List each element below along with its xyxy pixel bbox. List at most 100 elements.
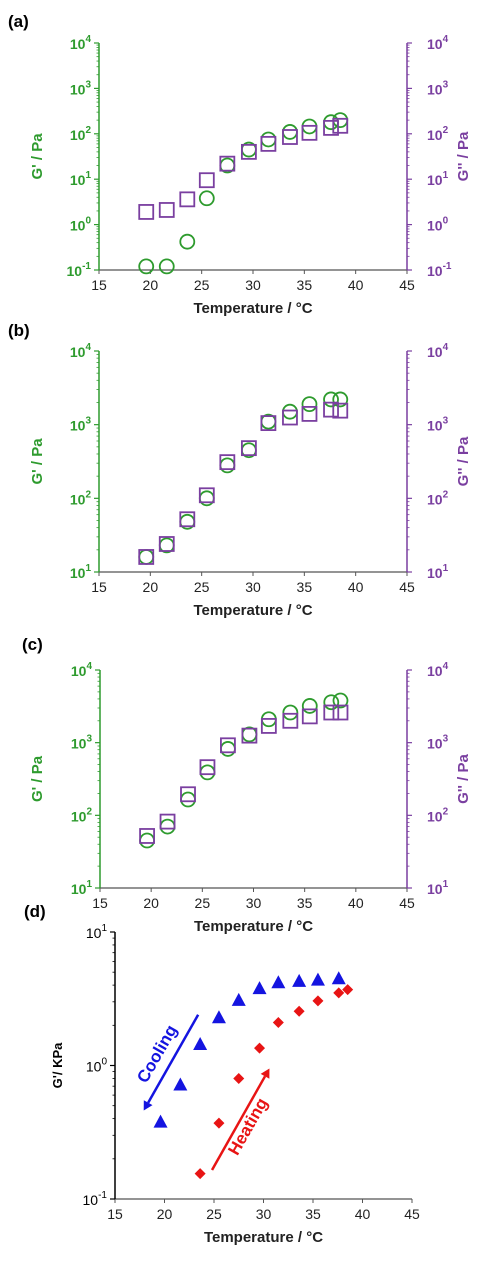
data-point-circle xyxy=(158,258,175,275)
data-point-square xyxy=(159,813,176,830)
left-y-tick-label: 100 xyxy=(70,216,92,234)
chart-panel-2: (b) 15 20 25 30 35 40 45 Temperature / °C 101 101 1… xyxy=(8,321,472,619)
data-point-square xyxy=(260,415,277,432)
data-point-diamond xyxy=(312,995,324,1007)
x-axis-title: Temperature / °C xyxy=(194,918,313,935)
data-point-diamond xyxy=(342,984,354,996)
x-tick-label: 25 xyxy=(206,1206,222,1222)
left-y-tick-label: 103 xyxy=(71,734,93,752)
x-tick-label: 25 xyxy=(195,895,211,911)
data-point-triangle xyxy=(173,1077,188,1091)
x-axis-title: Temperature / °C xyxy=(193,300,312,317)
panel-label: (b) xyxy=(8,321,30,340)
data-point-circle xyxy=(179,233,196,250)
series-2 xyxy=(138,401,349,565)
data-point-circle xyxy=(138,258,155,275)
data-point-square xyxy=(260,135,277,152)
right-y-tick-label: 103 xyxy=(427,734,449,752)
data-point-circle xyxy=(138,549,155,565)
right-y-tick-label: 102 xyxy=(427,489,449,507)
left-y-tick-label: 104 xyxy=(70,34,92,52)
series-1 xyxy=(153,971,346,1128)
right-y-tick-label: 101 xyxy=(427,563,449,581)
data-point-triangle xyxy=(331,971,346,985)
data-point-diamond xyxy=(233,1072,245,1084)
x-tick-label: 40 xyxy=(348,579,364,595)
left-y-tick-label: 102 xyxy=(70,125,92,143)
left-y-tick-label: 101 xyxy=(70,170,92,188)
data-point-triangle xyxy=(153,1114,168,1128)
data-point-square xyxy=(332,704,349,721)
x-tick-label: 45 xyxy=(399,277,415,293)
chart-panel-3: (c) 15 20 25 30 35 40 45 Temperature / °C 101 101 1… xyxy=(22,635,472,935)
right-y-tick-label: 103 xyxy=(427,416,449,434)
series-2 xyxy=(139,704,349,844)
left-y-axis-title: G' / Pa xyxy=(29,755,46,802)
data-point-circle xyxy=(323,114,339,131)
left-y-tick-label: 102 xyxy=(71,806,93,824)
data-point-circle xyxy=(220,741,236,757)
panel-label: (c) xyxy=(22,635,43,654)
x-tick-label: 35 xyxy=(305,1206,321,1222)
data-point-square xyxy=(179,511,196,528)
data-point-diamond xyxy=(194,1168,206,1180)
data-point-diamond xyxy=(333,987,345,999)
right-y-axis-title: G'' / Pa xyxy=(455,131,472,181)
left-y-tick-label: 10-1 xyxy=(67,261,92,279)
x-tick-label: 30 xyxy=(246,895,262,911)
data-point-diamond xyxy=(254,1042,266,1054)
x-tick-label: 20 xyxy=(143,277,159,293)
left-y-tick-label: 103 xyxy=(70,79,92,97)
left-y-tick-label: 104 xyxy=(70,342,92,360)
data-point-circle xyxy=(139,832,155,849)
annotation-label: Cooling xyxy=(133,1022,181,1086)
data-point-square xyxy=(241,727,258,744)
data-point-square xyxy=(323,401,339,418)
right-y-tick-label: 104 xyxy=(427,34,449,52)
data-point-square xyxy=(282,409,298,426)
left-y-tick-label: 101 xyxy=(71,879,93,897)
chart-panel-1: (a) 15 20 25 30 35 40 45 Temperature / °C 10-1 10-… xyxy=(8,12,472,317)
x-axis-title: Temperature / °C xyxy=(193,602,312,619)
data-point-circle xyxy=(332,391,349,408)
series-2 xyxy=(138,117,349,220)
x-tick-label: 30 xyxy=(245,277,261,293)
left-y-tick-label: 10-1 xyxy=(83,1190,108,1208)
x-tick-label: 30 xyxy=(245,579,261,595)
data-point-square xyxy=(219,454,236,471)
x-tick-label: 25 xyxy=(194,277,210,293)
right-y-tick-label: 100 xyxy=(427,216,449,234)
data-point-square xyxy=(301,124,318,141)
left-y-tick-label: 102 xyxy=(70,489,92,507)
data-point-circle xyxy=(301,698,318,714)
x-tick-label: 20 xyxy=(157,1206,173,1222)
data-point-square xyxy=(219,155,236,172)
left-y-tick-label: 101 xyxy=(86,923,108,941)
data-point-triangle xyxy=(231,992,246,1006)
data-point-circle xyxy=(282,403,298,420)
x-tick-label: 45 xyxy=(404,1206,420,1222)
x-tick-label: 20 xyxy=(143,895,159,911)
data-point-circle xyxy=(219,457,236,474)
right-y-axis-title: G'' / Pa xyxy=(455,436,472,486)
x-tick-label: 15 xyxy=(91,579,107,595)
data-point-square xyxy=(138,204,155,220)
left-y-tick-label: 103 xyxy=(70,416,92,434)
left-y-axis-title: G' / Pa xyxy=(29,133,46,180)
data-point-square xyxy=(220,737,236,754)
x-tick-label: 15 xyxy=(107,1206,123,1222)
data-point-square xyxy=(198,172,215,189)
data-point-square xyxy=(199,759,216,776)
right-y-tick-label: 104 xyxy=(427,661,449,679)
data-point-square xyxy=(282,712,299,729)
x-tick-label: 35 xyxy=(297,895,313,911)
data-point-square xyxy=(198,487,215,504)
data-point-square xyxy=(138,549,155,565)
data-point-square xyxy=(323,119,339,136)
data-point-square xyxy=(158,536,175,552)
annotation-arrow-shaft xyxy=(210,1075,267,1171)
left-y-tick-label: 104 xyxy=(71,661,93,679)
x-tick-label: 15 xyxy=(91,277,107,293)
data-point-diamond xyxy=(272,1016,284,1028)
